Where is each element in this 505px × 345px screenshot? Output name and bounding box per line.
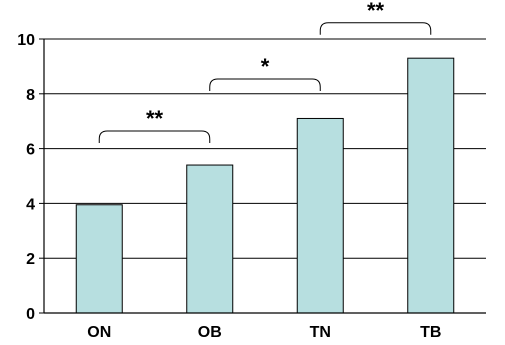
y-axis-ticks: 0 2 4 6 8 10 <box>17 32 44 323</box>
y-tick-label: 10 <box>17 32 35 49</box>
x-axis-labels: ON OB TN TB <box>87 324 441 341</box>
x-tick-label: ON <box>87 324 111 341</box>
bar-ob <box>186 164 234 314</box>
significance-bracket <box>209 78 321 91</box>
bars <box>75 57 455 314</box>
y-tick-label: 2 <box>26 251 35 268</box>
significance-label: * <box>261 54 270 79</box>
y-tick-label: 8 <box>26 87 35 104</box>
axes <box>43 39 486 314</box>
significance-label: ** <box>367 0 385 23</box>
bar-on <box>75 204 123 314</box>
bar-tb <box>407 57 455 314</box>
significance-label: ** <box>146 106 164 131</box>
y-tick-label: 4 <box>26 196 35 213</box>
significance-bracket <box>319 22 432 35</box>
x-tick-label: TB <box>420 324 441 341</box>
x-tick-label: OB <box>198 324 222 341</box>
y-tick-label: 6 <box>26 142 35 159</box>
x-tick-label: TN <box>310 324 331 341</box>
significance-bracket <box>98 130 211 144</box>
bar-tn <box>296 117 344 314</box>
significance-annotations: ***** <box>98 0 432 144</box>
y-tick-label: 0 <box>26 306 35 323</box>
